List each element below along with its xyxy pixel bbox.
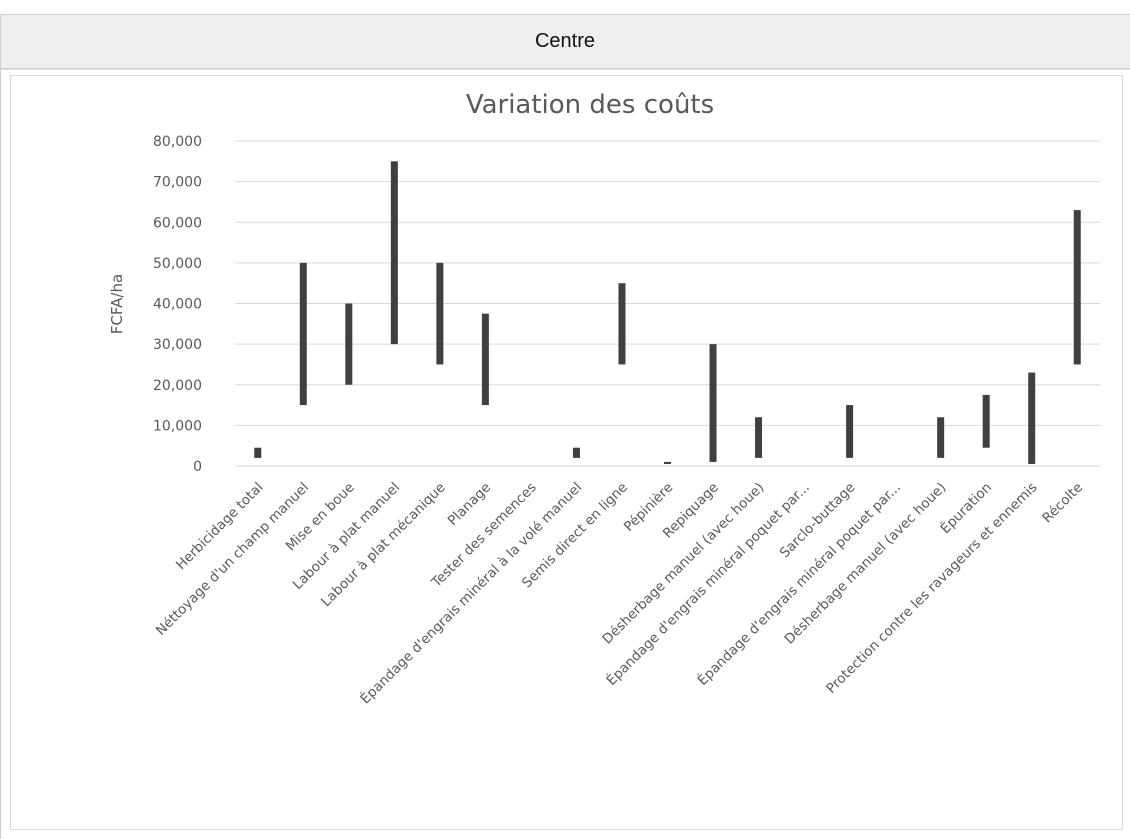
gridlines [235,140,1100,467]
x-tick-label: Protection contre les ravageurs et ennem… [823,480,1040,697]
range-bar [254,447,262,458]
x-tick-label: Récolte [1039,480,1086,527]
y-tick-label: 50,000 [153,256,202,272]
range-bar [664,461,671,464]
y-tick-label: 20,000 [153,378,202,394]
range-bar [1073,210,1081,365]
range-bar [982,394,990,448]
range-bar [572,447,580,458]
range-bar [618,283,626,365]
table-header-cell: Centre [0,14,1130,69]
range-bar [390,161,398,345]
chart-title: Variation des coûts [466,90,714,120]
y-tick-label: 0 [193,459,202,475]
y-tick-label: 70,000 [153,175,202,191]
x-tick-label: Herbicidage total [173,480,267,574]
range-bars [254,161,1081,464]
y-tick-label: 60,000 [153,215,202,231]
header-title: Centre [534,30,596,52]
range-bar [436,262,444,365]
x-tick-label: Désherbage manuel (avec houe) [782,480,950,648]
range-bar [345,303,353,385]
y-tick-label: 30,000 [153,337,202,353]
y-axis-label: FCFA/ha [108,274,126,334]
range-bar [481,313,489,406]
y-tick-label: 80,000 [153,134,202,150]
range-bar [709,344,717,462]
x-tick-label: Désherbage manuel (avec houe) [599,480,767,648]
range-bar [1028,372,1036,464]
y-tick-labels: 0 10,000 20,000 30,000 40,000 50,000 60,000 70,… [153,134,202,475]
range-bar [755,417,763,458]
range-bar [299,262,307,406]
range-bar [937,417,945,458]
y-tick-label: 10,000 [153,418,202,434]
left-border [0,14,1,839]
range-bar [846,405,854,458]
y-tick-label: 40,000 [153,297,202,313]
